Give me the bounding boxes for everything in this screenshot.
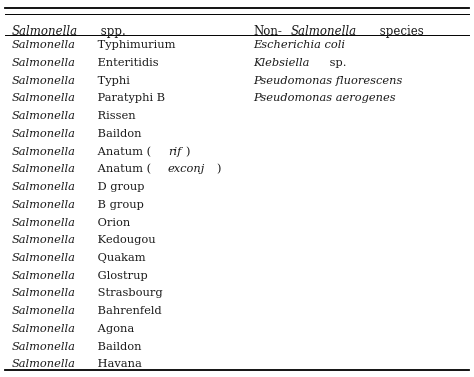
Text: Salmonella: Salmonella [12, 253, 76, 263]
Text: rif: rif [168, 147, 182, 157]
Text: Salmonella: Salmonella [12, 200, 76, 210]
Text: species: species [376, 25, 424, 37]
Text: Salmonella: Salmonella [12, 93, 76, 104]
Text: Non-: Non- [254, 25, 283, 37]
Text: Baildon: Baildon [94, 342, 142, 352]
Text: Salmonella: Salmonella [12, 164, 76, 175]
Text: Typhimurium: Typhimurium [94, 40, 176, 51]
Text: Salmonella: Salmonella [12, 324, 76, 334]
Text: Glostrup: Glostrup [94, 271, 148, 281]
Text: Salmonella: Salmonella [12, 271, 76, 281]
Text: Salmonella: Salmonella [12, 111, 76, 121]
Text: spp.: spp. [97, 25, 126, 37]
Text: Salmonella: Salmonella [12, 342, 76, 352]
Text: Salmonella: Salmonella [12, 58, 76, 68]
Text: Orion: Orion [94, 218, 130, 228]
Text: ): ) [216, 164, 220, 175]
Text: Quakam: Quakam [94, 253, 146, 263]
Text: Enteritidis: Enteritidis [94, 58, 159, 68]
Text: Typhi: Typhi [94, 76, 130, 86]
Text: Salmonella: Salmonella [12, 182, 76, 192]
Text: Anatum (: Anatum ( [94, 147, 151, 157]
Text: Salmonella: Salmonella [291, 25, 357, 37]
Text: Salmonella: Salmonella [12, 235, 76, 245]
Text: sp.: sp. [326, 58, 347, 68]
Text: Salmonella: Salmonella [12, 129, 76, 139]
Text: Anatum (: Anatum ( [94, 164, 151, 175]
Text: Kedougou: Kedougou [94, 235, 156, 245]
Text: Salmonella: Salmonella [12, 25, 78, 37]
Text: ): ) [185, 147, 190, 157]
Text: Bahrenfeld: Bahrenfeld [94, 306, 162, 316]
Text: Paratyphi B: Paratyphi B [94, 93, 165, 104]
Text: Pseudomonas aerogenes: Pseudomonas aerogenes [254, 93, 396, 104]
Text: exconj: exconj [168, 164, 205, 175]
Text: Salmonella: Salmonella [12, 288, 76, 299]
Text: Agona: Agona [94, 324, 135, 334]
Text: Rissen: Rissen [94, 111, 136, 121]
Text: Salmonella: Salmonella [12, 306, 76, 316]
Text: D group: D group [94, 182, 145, 192]
Text: B group: B group [94, 200, 144, 210]
Text: Strasbourg: Strasbourg [94, 288, 163, 299]
Text: Salmonella: Salmonella [12, 218, 76, 228]
Text: Havana: Havana [94, 359, 142, 369]
Text: Pseudomonas fluorescens: Pseudomonas fluorescens [254, 76, 403, 86]
Text: Salmonella: Salmonella [12, 40, 76, 51]
Text: Baildon: Baildon [94, 129, 142, 139]
Text: Klebsiella: Klebsiella [254, 58, 310, 68]
Text: Salmonella: Salmonella [12, 147, 76, 157]
Text: Salmonella: Salmonella [12, 359, 76, 369]
Text: Salmonella: Salmonella [12, 76, 76, 86]
Text: Escherichia coli: Escherichia coli [254, 40, 346, 51]
